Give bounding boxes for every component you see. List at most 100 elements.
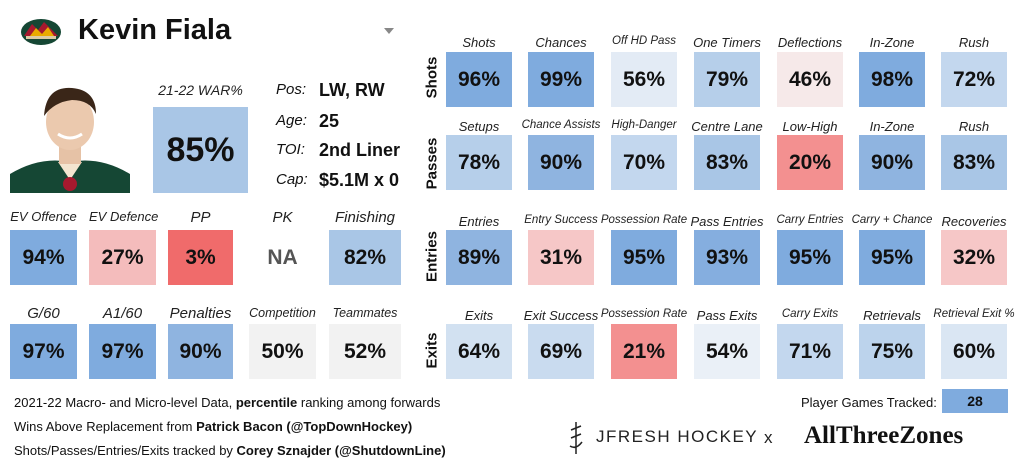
passes-setups-value: 78% (446, 135, 512, 190)
exits-pass-exits-label: Pass Exits (696, 308, 758, 323)
passes-in-zone-label: In-Zone (869, 119, 915, 134)
cap-value: $5.1M x 0 (319, 170, 400, 190)
finishing-value: 82% (329, 230, 401, 285)
shots-chances-value: 99% (528, 52, 594, 107)
pos-value: LW, RW (319, 80, 385, 100)
ev-offence-label: EV Offence (10, 209, 77, 224)
pp-label: PP (190, 209, 211, 226)
shots-rush-value: 72% (941, 52, 1007, 107)
entries-carry-entries-label: Carry Entries (776, 214, 844, 226)
brand-x: x (764, 428, 773, 447)
passes-high-danger-value: 70% (611, 135, 677, 190)
competition-value: 50% (249, 324, 316, 379)
games-tracked-label: Player Games Tracked: (801, 395, 937, 410)
shots-one-timers-value: 79% (694, 52, 760, 107)
g60-value: 97% (10, 324, 77, 379)
entries-entries-label: Entries (458, 214, 500, 229)
footer-line-2-b: Patrick Bacon (@TopDownHockey) (196, 419, 413, 434)
player-name: Kevin Fiala (78, 14, 232, 46)
exits-retrievals-label: Retrievals (863, 308, 921, 323)
row-label-passes: Passes (423, 137, 441, 190)
team-logo (20, 18, 62, 46)
footer-line-3-b: Corey Sznajder (@ShutdownLine) (236, 443, 446, 458)
teammates-label: Teammates (332, 306, 398, 320)
passes-in-zone-value: 90% (859, 135, 925, 190)
brand-jfresh: JFRESH HOCKEY (596, 427, 759, 446)
player-headshot (10, 76, 130, 193)
passes-centre-lane-label: Centre Lane (691, 119, 763, 134)
entries-possession-rate-value: 95% (611, 230, 677, 285)
shots-shots-value: 96% (446, 52, 512, 107)
exits-carry-exits-value: 71% (777, 324, 843, 379)
exits-retrievals-value: 75% (859, 324, 925, 379)
age-value: 25 (319, 111, 340, 131)
footer-line-1-c: ranking among forwards (297, 395, 441, 410)
exits-exit-success-label: Exit Success (523, 308, 599, 323)
exits-pass-exits-value: 54% (694, 324, 760, 379)
a160-value: 97% (89, 324, 156, 379)
footer-line-3-a: Shots/Passes/Entries/Exits tracked by (14, 443, 237, 458)
entries-possession-rate-label: Possession Rate (600, 214, 688, 226)
cap-label: Cap: (276, 171, 308, 188)
entries-entry-success-label: Entry Success (524, 214, 598, 226)
footer-line-3: Shots/Passes/Entries/Exits tracked by Co… (14, 443, 446, 458)
passes-low-high-label: Low-High (782, 119, 838, 134)
exits-exit-success-value: 69% (528, 324, 594, 379)
shots-off-hd-pass-label: Off HD Pass (612, 35, 676, 47)
ev-defence-value: 27% (89, 230, 156, 285)
footer-line-1-b: percentile (235, 395, 298, 410)
entries-recoveries-value: 32% (941, 230, 1007, 285)
g60-label: G/60 (27, 305, 60, 322)
pp-value: 3% (168, 230, 233, 285)
war-value: 85% (153, 107, 248, 193)
exits-retrieval-exit-label: Retrieval Exit % (933, 308, 1015, 320)
toi-value: 2nd Liner (319, 140, 401, 160)
wild-logo-icon (21, 19, 61, 45)
shots-chances-label: Chances (535, 35, 587, 50)
exits-retrieval-exit-value: 60% (941, 324, 1007, 379)
exits-possession-rate-value: 21% (611, 324, 677, 379)
pos-label: Pos: (276, 81, 307, 98)
jfresh-logo-icon (566, 420, 586, 456)
ev-defence-label: EV Defence (89, 209, 159, 224)
exits-carry-exits-label: Carry Exits (781, 308, 839, 320)
passes-chance-assists-value: 90% (528, 135, 594, 190)
pk-label: PK (272, 209, 293, 226)
exits-exits-value: 64% (446, 324, 512, 379)
exits-exits-label: Exits (464, 308, 494, 323)
passes-rush-label: Rush (958, 119, 990, 134)
passes-high-danger-label: High-Danger (611, 119, 677, 131)
footer-line-1: 2021-22 Macro- and Micro-level Data, per… (14, 395, 440, 410)
shots-one-timers-label: One Timers (693, 35, 761, 50)
a160-label: A1/60 (102, 305, 143, 322)
footer-line-2: Wins Above Replacement from Patrick Baco… (14, 419, 412, 434)
shots-rush-label: Rush (958, 35, 990, 50)
shots-in-zone-value: 98% (859, 52, 925, 107)
teammates-value: 52% (329, 324, 401, 379)
entries-pass-entries-label: Pass Entries (690, 214, 764, 229)
ev-offence-value: 94% (10, 230, 77, 285)
footer-line-2-a: Wins Above Replacement from (14, 419, 197, 434)
age-label: Age: (276, 112, 307, 129)
war-label: 21-22 WAR% (158, 82, 243, 98)
finishing-label: Finishing (334, 209, 396, 226)
entries-entries-value: 89% (446, 230, 512, 285)
pk-value: NA (249, 230, 316, 285)
passes-centre-lane-value: 83% (694, 135, 760, 190)
penalties-label: Penalties (169, 305, 232, 322)
shots-shots-label: Shots (462, 35, 496, 50)
shots-off-hd-pass-value: 56% (611, 52, 677, 107)
competition-label: Competition (249, 306, 316, 320)
caret-down-icon[interactable] (384, 28, 394, 34)
passes-setups-label: Setups (458, 119, 500, 134)
entries-carry-chance-value: 95% (859, 230, 925, 285)
entries-pass-entries-value: 93% (694, 230, 760, 285)
penalties-value: 90% (168, 324, 233, 379)
passes-chance-assists-label: Chance Assists (521, 119, 601, 131)
entries-recoveries-label: Recoveries (941, 214, 1007, 229)
shots-deflections-value: 46% (777, 52, 843, 107)
passes-low-high-value: 20% (777, 135, 843, 190)
shots-deflections-label: Deflections (777, 35, 843, 50)
toi-label: TOI: (276, 141, 305, 158)
entries-entry-success-value: 31% (528, 230, 594, 285)
